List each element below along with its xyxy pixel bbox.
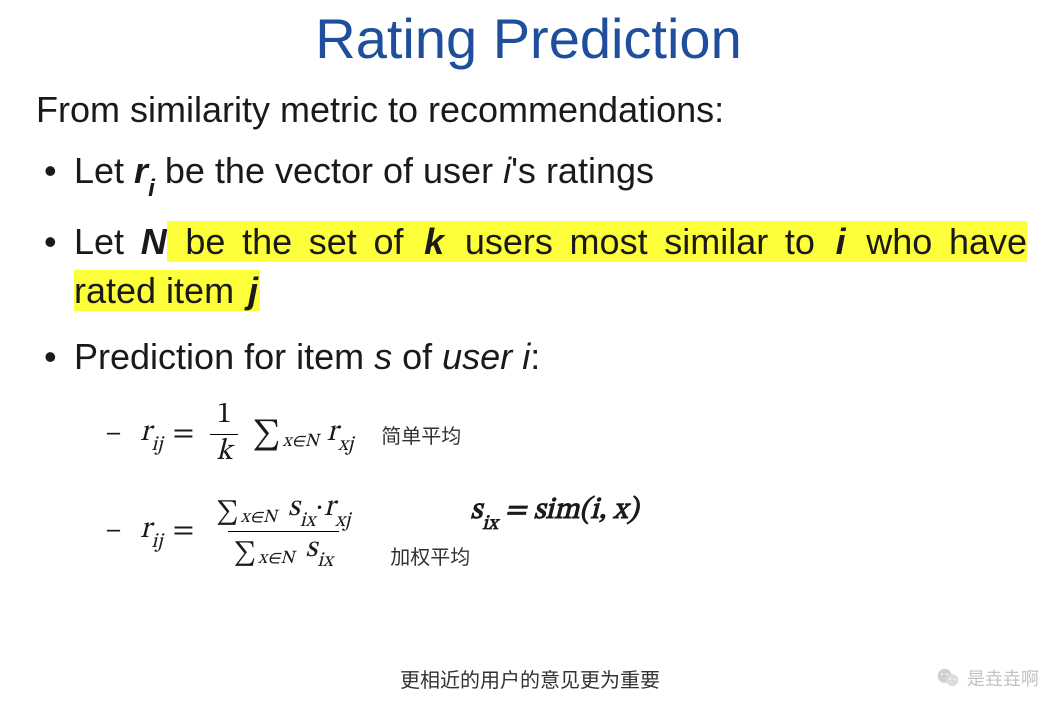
f1-lhs: rij <box>140 414 163 455</box>
page-title: Rating Prediction <box>30 6 1027 71</box>
sum-glyph-1: ∑ <box>252 417 280 455</box>
sum-sub-2b: x∈N <box>258 550 294 568</box>
f2-dot: · <box>315 493 323 523</box>
f1-frac: 1 k <box>210 400 238 468</box>
bullet-list: Let ri be the vector of user i's ratings… <box>40 147 1027 382</box>
f2-rxj: rxj <box>324 493 351 523</box>
f1-rxj-r: r <box>327 418 338 448</box>
sim-rhs: sim(i, x) <box>533 496 638 526</box>
f2-frac: ∑x∈N six·rxj ∑x∈N six <box>210 493 356 569</box>
formula-block: – rij = 1 k ∑x∈N rxj 简单平均 – rij = <box>106 400 1027 570</box>
f1-den: k <box>210 434 238 469</box>
b2-hl1: be the set of <box>167 221 422 262</box>
b1-post: 's ratings <box>511 150 654 191</box>
b1-sub: i <box>148 175 155 202</box>
sim-eq: = <box>498 496 534 526</box>
f2-den-six-s: s <box>305 534 317 564</box>
f1-r: r <box>140 418 151 448</box>
f2-r: r <box>140 515 151 545</box>
f2-rxj-sub: xj <box>335 510 350 531</box>
f2-cn-label: 加权平均 <box>390 541 470 570</box>
sum-sub-1: x∈N <box>283 433 319 451</box>
f2-rsub: ij <box>151 531 162 552</box>
slide: Rating Prediction From similarity metric… <box>0 6 1057 707</box>
b3-pre: Prediction for item <box>74 336 374 377</box>
bullet-3: Prediction for item s of user i: <box>40 333 1027 382</box>
f1-num: 1 <box>211 400 238 434</box>
watermark-text: 是垚垚啊 <box>967 665 1039 691</box>
b2-j: j <box>246 270 260 311</box>
watermark: 是垚垚啊 <box>935 665 1039 691</box>
f2-right-stack: six = sim(i, x) 加权平均 <box>390 492 638 570</box>
wechat-icon <box>935 665 961 691</box>
f2-top-row: six = sim(i, x) <box>390 492 638 533</box>
b2-pre: Let <box>74 221 141 262</box>
b3-useri: user i <box>442 336 530 377</box>
f2-num: ∑x∈N six·rxj <box>210 493 356 531</box>
intro-text: From similarity metric to recommendation… <box>36 89 1027 131</box>
b1-r: r <box>134 150 148 191</box>
sum-glyph-2a: ∑ <box>216 501 238 526</box>
f1-eq: = <box>173 415 195 453</box>
sum-glyph-2b: ∑ <box>234 542 256 567</box>
f2-six-sub: ix <box>300 510 316 531</box>
b1-i: i <box>503 150 511 191</box>
f2-den: ∑x∈N six <box>228 531 339 570</box>
f2-den-six-sub: ix <box>317 550 333 571</box>
f1-cn-label: 简单平均 <box>381 420 461 449</box>
sim-definition: six = sim(i, x) <box>470 492 638 533</box>
f2-six: six <box>288 493 315 523</box>
bullet-2: Let N be the set of k users most similar… <box>40 218 1027 315</box>
b3-mid: of <box>392 336 442 377</box>
f2-den-six: six <box>305 534 332 564</box>
b1-pre: Let <box>74 150 134 191</box>
f2-rxj-r: r <box>324 493 335 523</box>
f1-dash: – <box>106 415 140 453</box>
f1-rxj: rxj <box>327 414 354 455</box>
bullet-1: Let ri be the vector of user i's ratings <box>40 147 1027 200</box>
footer-note: 更相近的用户的意见更为重要 <box>400 664 660 693</box>
f1-sum: ∑x∈N <box>252 413 318 455</box>
f2-six-s: s <box>288 493 300 523</box>
sim-lhs-s: s <box>470 496 482 526</box>
f1-rsub: ij <box>151 434 162 455</box>
f2-dash: – <box>106 512 140 550</box>
b3-colon: : <box>530 336 540 377</box>
b1-mid: be the vector of user <box>155 150 503 191</box>
b2-N: N <box>141 221 167 262</box>
f2-eq: = <box>173 512 195 550</box>
f2-lhs: rij <box>140 511 163 552</box>
b2-hl2: users most similar to <box>446 221 833 262</box>
b2-k: k <box>422 221 446 262</box>
sim-lhs-sub: ix <box>482 513 498 534</box>
b3-s: s <box>374 336 392 377</box>
f1-rxj-sub: xj <box>338 434 353 455</box>
formula-1: – rij = 1 k ∑x∈N rxj 简单平均 <box>106 400 1027 468</box>
b2-i: i <box>834 221 848 262</box>
sum-sub-2a: x∈N <box>241 509 277 527</box>
formula-2: – rij = ∑x∈N six·rxj ∑x∈N six six = sim(… <box>106 492 1027 570</box>
